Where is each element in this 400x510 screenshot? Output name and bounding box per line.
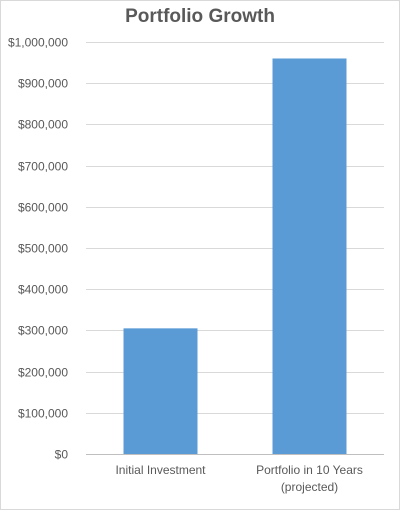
- y-tick-label: $0: [55, 448, 69, 462]
- y-tick-label: $700,000: [18, 160, 68, 174]
- y-tick-label: $400,000: [18, 283, 68, 297]
- x-axis-category-labels: Initial Investment Portfolio in 10 Years (…: [115, 463, 362, 494]
- category-label-line: Portfolio in 10 Years: [256, 463, 363, 477]
- chart-title: Portfolio Growth: [125, 6, 275, 27]
- bars: [123, 58, 347, 454]
- category-label: Portfolio in 10 Years (projected): [256, 463, 363, 494]
- y-tick-label: $800,000: [18, 118, 68, 132]
- category-label-line: (projected): [281, 480, 338, 494]
- y-tick-label: $900,000: [18, 77, 68, 91]
- y-tick-label: $1,000,000: [8, 36, 68, 50]
- bar-portfolio-in-10-years: [272, 58, 347, 454]
- category-label: Initial Investment: [115, 463, 206, 477]
- y-axis-tick-labels: $0 $100,000 $200,000 $300,000 $400,000 $500,0…: [8, 36, 68, 462]
- y-tick-label: $300,000: [18, 324, 68, 338]
- category-label-line: Initial Investment: [115, 463, 206, 477]
- y-tick-label: $500,000: [18, 242, 68, 256]
- y-tick-label: $100,000: [18, 407, 68, 421]
- y-tick-label: $200,000: [18, 366, 68, 380]
- bar-initial-investment: [123, 328, 198, 454]
- y-tick-label: $600,000: [18, 201, 68, 215]
